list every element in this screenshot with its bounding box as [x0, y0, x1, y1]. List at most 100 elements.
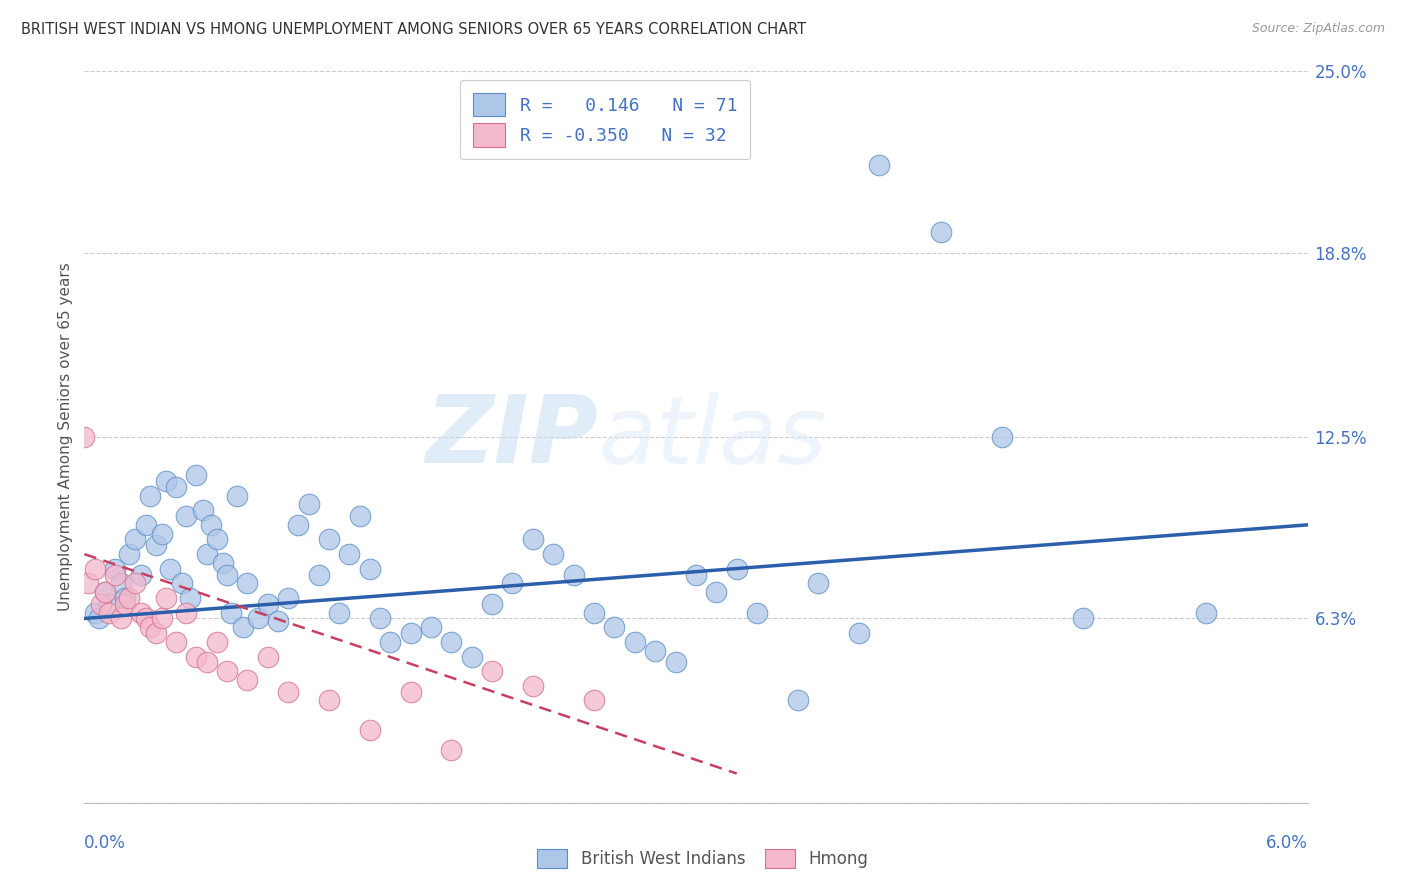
Point — [131, 606, 153, 620]
Point — [298, 497, 321, 511]
Point — [93, 585, 117, 599]
Point — [502, 576, 524, 591]
Point — [90, 597, 112, 611]
Point — [155, 474, 177, 488]
Point — [257, 597, 280, 611]
Point — [929, 225, 952, 239]
Point — [174, 509, 197, 524]
Point — [195, 656, 218, 670]
Point — [110, 576, 132, 591]
Point — [145, 626, 167, 640]
Point — [97, 606, 120, 620]
Text: BRITISH WEST INDIAN VS HMONG UNEMPLOYMENT AMONG SENIORS OVER 65 YEARS CORRELATIO: BRITISH WEST INDIAN VS HMONG UNEMPLOYMEN… — [21, 22, 806, 37]
Point — [1195, 606, 1218, 620]
Point — [399, 626, 422, 640]
Point — [359, 562, 381, 576]
Point — [138, 620, 160, 634]
Point — [150, 526, 173, 541]
Point — [226, 489, 249, 503]
Point — [725, 562, 748, 576]
Point — [87, 611, 110, 625]
Point — [159, 562, 181, 576]
Point — [1073, 611, 1095, 625]
Text: ZIP: ZIP — [425, 391, 598, 483]
Text: atlas: atlas — [598, 392, 827, 483]
Point — [124, 533, 146, 547]
Point — [603, 620, 626, 634]
Point — [97, 597, 120, 611]
Point — [380, 635, 402, 649]
Point — [172, 576, 194, 591]
Point — [869, 158, 891, 172]
Point — [543, 547, 565, 561]
Point — [195, 547, 218, 561]
Point — [481, 597, 503, 611]
Point — [339, 547, 361, 561]
Point — [118, 591, 141, 605]
Text: 0.0%: 0.0% — [84, 834, 127, 852]
Text: 6.0%: 6.0% — [1265, 834, 1308, 852]
Point — [522, 533, 544, 547]
Point — [200, 517, 222, 532]
Point — [205, 533, 228, 547]
Point — [83, 606, 105, 620]
Point — [155, 591, 177, 605]
Point — [73, 430, 96, 444]
Point — [583, 693, 606, 707]
Point — [174, 606, 197, 620]
Point — [217, 664, 239, 678]
Point — [124, 576, 146, 591]
Point — [165, 635, 187, 649]
Point — [277, 591, 299, 605]
Point — [644, 643, 666, 657]
Point — [145, 538, 167, 552]
Point — [135, 611, 157, 625]
Legend: British West Indians, Hmong: British West Indians, Hmong — [530, 842, 876, 875]
Point — [118, 547, 141, 561]
Point — [236, 673, 259, 687]
Point — [461, 649, 484, 664]
Point — [110, 611, 132, 625]
Point — [104, 562, 127, 576]
Y-axis label: Unemployment Among Seniors over 65 years: Unemployment Among Seniors over 65 years — [58, 263, 73, 611]
Point — [191, 503, 214, 517]
Point — [165, 480, 187, 494]
Point — [135, 517, 157, 532]
Point — [368, 611, 391, 625]
Point — [685, 567, 707, 582]
Point — [562, 567, 585, 582]
Point — [747, 606, 769, 620]
Point — [217, 567, 239, 582]
Point — [236, 576, 259, 591]
Point — [399, 684, 422, 698]
Point — [179, 591, 201, 605]
Point — [277, 684, 299, 698]
Point — [665, 656, 688, 670]
Point — [114, 597, 136, 611]
Point — [440, 635, 463, 649]
Point — [583, 606, 606, 620]
Point — [706, 585, 728, 599]
Point — [83, 562, 105, 576]
Point — [349, 509, 371, 524]
Point — [481, 664, 503, 678]
Point — [150, 611, 173, 625]
Point — [232, 620, 254, 634]
Point — [138, 489, 160, 503]
Point — [131, 567, 153, 582]
Point — [77, 576, 100, 591]
Legend: R =   0.146   N = 71, R = -0.350   N = 32: R = 0.146 N = 71, R = -0.350 N = 32 — [460, 80, 749, 160]
Point — [186, 649, 208, 664]
Point — [219, 606, 242, 620]
Point — [114, 591, 136, 605]
Point — [308, 567, 330, 582]
Point — [205, 635, 228, 649]
Point — [359, 723, 381, 737]
Point — [848, 626, 870, 640]
Point — [104, 567, 127, 582]
Point — [318, 533, 340, 547]
Point — [246, 611, 269, 625]
Point — [318, 693, 340, 707]
Point — [420, 620, 443, 634]
Point — [328, 606, 350, 620]
